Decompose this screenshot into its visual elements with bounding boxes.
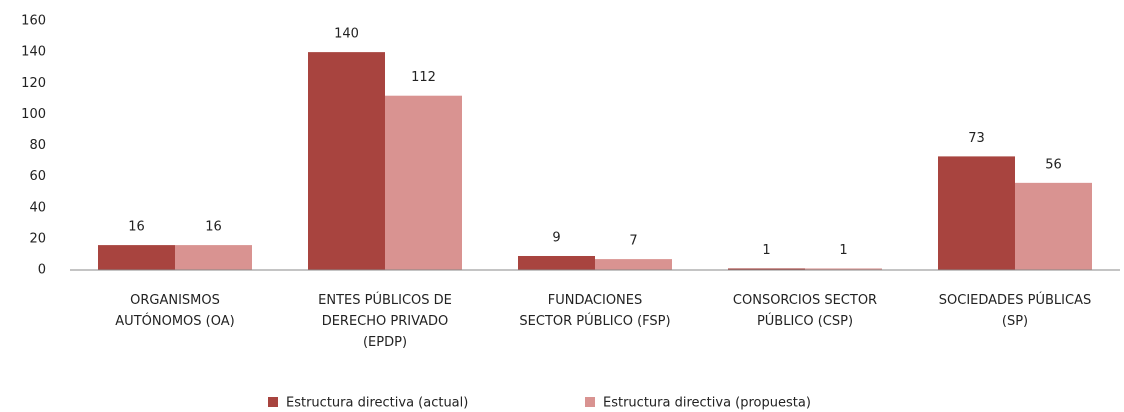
bar [1015,182,1092,270]
x-tick-label: CONSORCIOS SECTOR PÚBLICO (CSP) [733,293,877,329]
y-tick-label: 60 [29,169,46,184]
bar [175,245,252,270]
y-tick-label: 100 [21,107,46,122]
data-label: 140 [334,27,359,42]
y-tick-label: 40 [29,200,46,215]
data-label: 112 [411,70,436,85]
bar [595,259,672,270]
x-tick-label: ENTES PÚBLICOS DE DERECHO PRIVADO (EPDP) [318,292,452,350]
legend-label: Estructura directiva (propuesta) [603,396,811,411]
data-label: 16 [205,220,222,235]
bar [938,156,1015,270]
y-tick-label: 80 [29,138,46,153]
y-tick-label: 0 [38,263,46,278]
data-label: 16 [128,220,145,235]
bar [518,255,595,270]
x-tick-label: SOCIEDADES PÚBLICAS (SP) [939,292,1091,329]
data-label: 1 [762,243,770,258]
data-label: 9 [552,230,560,245]
y-tick-label: 120 [21,76,46,91]
bar [308,52,385,270]
data-label: 73 [968,131,985,146]
y-tick-label: 160 [21,14,46,29]
data-label: 1 [839,243,847,258]
bar [805,268,882,270]
bar [385,95,462,270]
legend-swatch [585,397,595,407]
y-tick-label: 140 [21,45,46,60]
x-tick-label: FUNDACIONES SECTOR PÚBLICO (FSP) [519,293,670,329]
data-label: 56 [1045,157,1062,172]
data-label: 7 [629,234,637,249]
legend-swatch [268,397,278,407]
bar [728,268,805,270]
y-tick-label: 20 [29,231,46,246]
x-tick-label: ORGANISMOS AUTÓNOMOS (OA) [115,293,234,329]
legend-label: Estructura directiva (actual) [286,396,468,411]
bar [98,245,175,270]
